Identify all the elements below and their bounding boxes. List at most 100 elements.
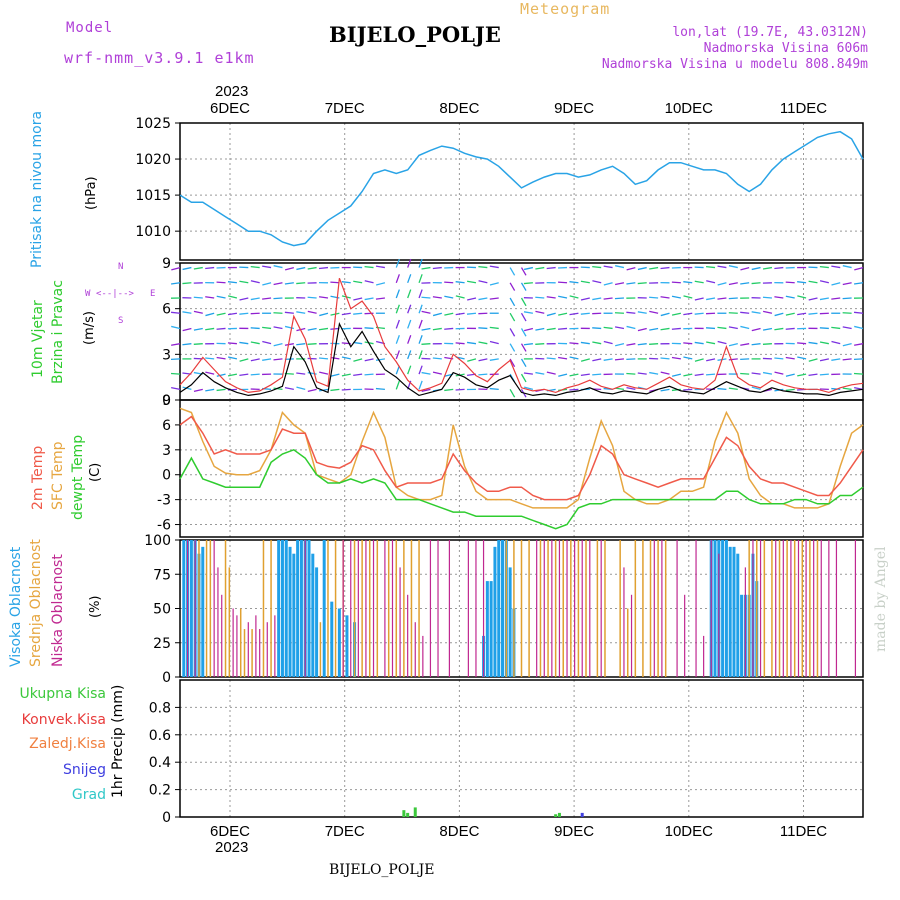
wind-barb	[831, 265, 841, 269]
wind-barb	[751, 311, 761, 314]
wind-barb	[649, 310, 659, 314]
wind-barb	[694, 297, 704, 301]
wind-barb	[706, 280, 716, 284]
wind-barb	[444, 356, 454, 360]
wind-barb	[341, 312, 351, 316]
wind-barb	[520, 297, 527, 307]
wind-barb	[774, 327, 784, 331]
wind-barb	[421, 310, 431, 314]
wind-barb	[523, 343, 533, 346]
cloud-bar	[365, 540, 367, 677]
wind-barb	[580, 297, 590, 301]
wind-barb	[444, 312, 454, 316]
wind-barb	[683, 342, 693, 345]
wind-barb	[535, 388, 545, 393]
temp-label-3: dewpt Temp	[70, 434, 86, 520]
wind-barb	[432, 312, 442, 317]
wind-barb	[615, 343, 625, 347]
wind-barb	[671, 312, 682, 316]
wind-barb	[216, 281, 226, 284]
wind-barb	[193, 327, 203, 331]
wind-barb	[478, 358, 488, 362]
cloud-bar	[243, 629, 246, 677]
wind-barb	[330, 388, 340, 392]
cloud-bar	[778, 540, 781, 677]
wind-barb	[395, 380, 400, 390]
wind-barb	[307, 343, 317, 345]
y-tick-label: 0	[162, 810, 171, 826]
cloud-bar	[713, 540, 717, 677]
y-tick-label: 6	[162, 302, 171, 318]
cloud-bar	[721, 540, 725, 677]
cloud-bar	[221, 594, 223, 677]
cloud-bar	[296, 540, 300, 677]
wind-barb	[603, 282, 613, 286]
wind-barb	[395, 289, 400, 299]
cloud-bar	[319, 622, 322, 677]
wind-barb	[478, 373, 488, 376]
wind-barb	[626, 325, 636, 330]
wind-barb	[558, 327, 568, 330]
cloud-bar	[422, 635, 424, 677]
day-label: 11DEC	[780, 823, 827, 840]
cloud-bar	[198, 540, 200, 677]
wind-barb	[330, 356, 340, 360]
wind-barb	[262, 282, 272, 286]
day-label: 9DEC	[554, 823, 594, 840]
wind-barb	[250, 327, 260, 330]
legend-zaledj: Zaledj.Kisa	[29, 736, 106, 752]
wind-barb	[407, 274, 412, 284]
wind-barb	[535, 371, 545, 375]
wind-barb	[797, 295, 807, 299]
cloud-bar	[186, 540, 190, 677]
wind-barb	[819, 373, 829, 376]
cloud-bar	[816, 540, 819, 677]
wind-barb	[250, 297, 260, 301]
wind-barb	[751, 386, 761, 390]
cloud-bar	[790, 540, 792, 677]
wind-barb	[797, 373, 807, 377]
cloud-bar	[805, 540, 807, 677]
cloud-bar	[489, 581, 493, 677]
cloud-bar	[600, 540, 602, 677]
wind-barb	[330, 295, 340, 299]
precip-bar	[554, 814, 558, 817]
day-label: 7DEC	[325, 100, 365, 117]
y-tick-label: 1010	[135, 224, 171, 240]
wind-barb	[660, 388, 670, 392]
wind-barb	[580, 373, 590, 377]
cloud-bar	[755, 581, 759, 677]
cloud-bar	[327, 540, 329, 677]
y-tick-label: 9	[162, 256, 171, 272]
wind-barb	[649, 266, 659, 270]
wind-barb	[774, 312, 784, 317]
wind-barb	[558, 388, 568, 392]
wind-barb	[375, 326, 385, 330]
top-year-label: 2023	[215, 83, 249, 100]
wind-barb	[193, 266, 203, 270]
cloud-bar	[266, 622, 268, 677]
wind-barb	[432, 266, 442, 270]
wind-barb	[432, 296, 442, 299]
wind-barb	[603, 326, 613, 330]
wind-barb	[614, 326, 625, 330]
wind-barb	[330, 281, 340, 284]
wind-barb	[455, 373, 465, 377]
wind-barb	[182, 282, 192, 285]
wind-barb	[421, 327, 431, 331]
wind-barb	[671, 281, 681, 284]
wind-barb	[603, 387, 613, 390]
wind-barb	[262, 340, 272, 345]
wind-barb	[763, 388, 773, 393]
legend-konvek: Konvek.Kisa	[21, 712, 106, 728]
wind-barb	[717, 265, 727, 269]
y-tick-label: -6	[157, 518, 171, 534]
cloud-bar	[467, 540, 469, 677]
wind-barb	[546, 327, 556, 331]
wind-barb	[626, 386, 636, 390]
wind-barb	[364, 358, 374, 362]
wind-barb	[478, 327, 488, 330]
wind-barb	[831, 326, 841, 330]
cloud-bar	[299, 540, 303, 677]
wind-barb	[819, 358, 829, 362]
